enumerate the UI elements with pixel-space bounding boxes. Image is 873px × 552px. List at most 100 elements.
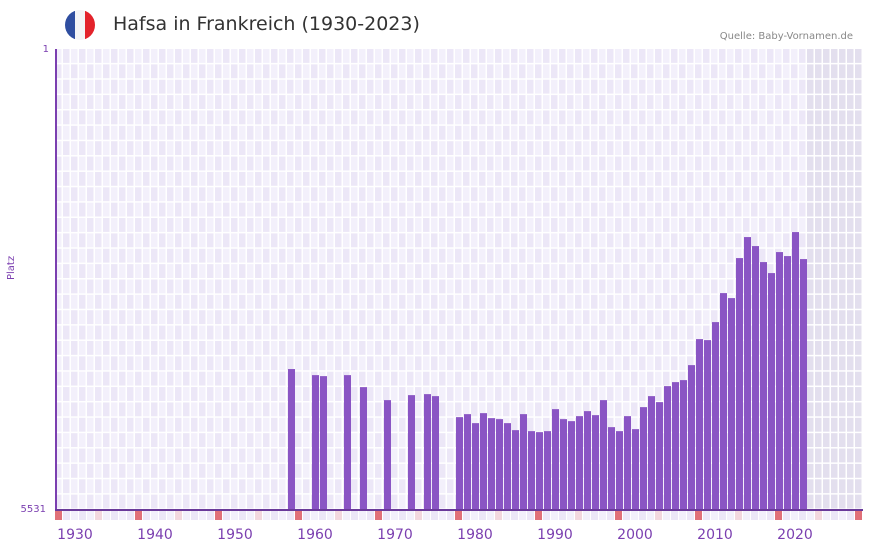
year-marker [575,511,582,520]
year-marker [743,511,750,520]
year-marker [71,511,78,520]
year-marker [183,511,190,520]
year-marker [591,511,598,520]
year-marker [303,511,310,520]
bar-1974 [424,394,431,510]
year-marker [511,511,518,520]
bar-1983 [496,419,503,510]
year-marker [231,511,238,520]
x-axis [55,509,863,511]
bar-1992 [568,421,575,510]
year-marker [167,511,174,520]
year-marker [119,511,126,520]
bar-1972 [408,395,415,510]
year-marker [127,511,134,520]
bar-1961 [320,376,327,510]
source-link[interactable]: Quelle: Baby-Vornamen.de [719,31,853,42]
year-marker [463,511,470,520]
year-marker [103,511,110,520]
france-flag-icon [65,10,95,40]
y-axis [55,49,57,511]
year-marker [423,511,430,520]
year-marker [807,511,814,520]
year-marker [271,511,278,520]
bar-1981 [480,413,487,510]
x-tick-1960: 1960 [297,527,333,543]
year-marker [279,511,286,520]
y-tick-top: 1 [42,44,49,55]
year-marker [687,511,694,520]
year-marker [703,511,710,520]
year-marker [287,511,294,520]
bar-2005 [672,382,679,510]
bar-2002 [648,396,655,510]
x-tick-1950: 1950 [217,527,253,543]
bar-1993 [576,416,583,510]
x-tick-1990: 1990 [537,527,573,543]
year-marker [207,511,214,520]
year-marker [487,511,494,520]
year-marker [263,511,270,520]
year-marker [327,511,334,520]
year-marker [503,511,510,520]
chart-title: Hafsa in Frankreich (1930-2023) [113,13,420,35]
year-marker [679,511,686,520]
year-marker [847,511,854,520]
year-marker [247,511,254,520]
year-marker [199,511,206,520]
year-marker [663,511,670,520]
x-tick-2020: 2020 [777,527,813,543]
bar-2008 [696,339,703,510]
bar-2000 [632,429,639,510]
bar-1990 [552,409,559,510]
bar-2014 [744,237,751,510]
year-marker [535,511,542,520]
year-marker [495,511,502,520]
year-marker [791,511,798,520]
x-tick-1940: 1940 [137,527,173,543]
year-marker [823,511,830,520]
year-marker [383,511,390,520]
year-marker [159,511,166,520]
year-marker [767,511,774,520]
year-marker [855,511,862,520]
year-marker [831,511,838,520]
year-marker [375,511,382,520]
bar-2015 [752,246,759,510]
year-marker [87,511,94,520]
year-marker [599,511,606,520]
year-marker [559,511,566,520]
year-marker [295,511,302,520]
bar-1960 [312,375,319,510]
year-marker [759,511,766,520]
bar-1984 [504,423,511,510]
year-marker [431,511,438,520]
year-marker [343,511,350,520]
bar-chart [55,49,862,510]
year-marker [447,511,454,520]
bar-1999 [624,416,631,510]
bar-2016 [760,262,767,510]
year-marker [623,511,630,520]
bar-2021 [800,259,807,510]
year-marker [319,511,326,520]
year-marker [631,511,638,520]
bar-2003 [656,402,663,510]
year-marker [479,511,486,520]
year-marker [551,511,558,520]
y-axis-label: Platz [6,255,17,280]
year-marker [111,511,118,520]
bar-1991 [560,419,567,510]
year-marker [191,511,198,520]
year-marker [735,511,742,520]
bar-2017 [768,273,775,510]
year-marker [63,511,70,520]
bar-1998 [616,431,623,510]
bar-1966 [360,387,367,510]
year-marker [215,511,222,520]
bar-2020 [792,232,799,510]
x-tick-1980: 1980 [457,527,493,543]
bar-1994 [584,411,591,510]
year-marker [351,511,358,520]
year-marker [639,511,646,520]
